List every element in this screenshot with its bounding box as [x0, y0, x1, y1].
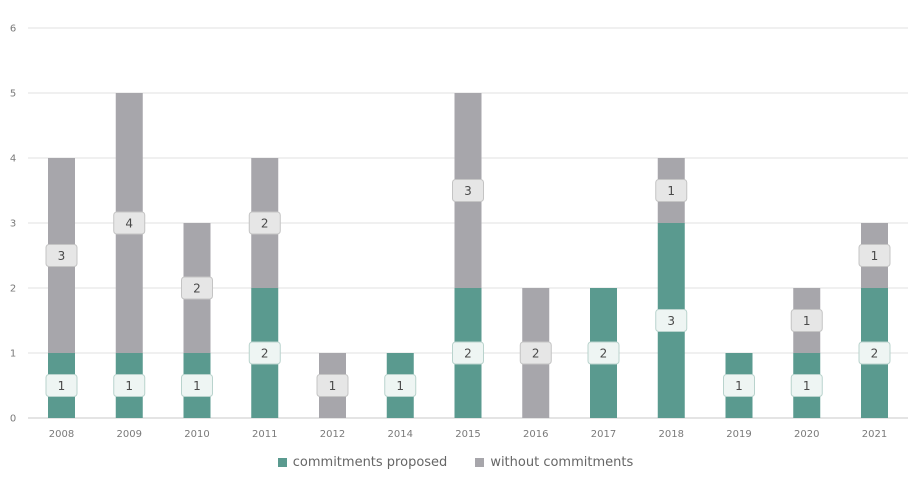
x-tick-label: 2010 [184, 429, 209, 440]
data-label-commitments-2009: 1 [125, 379, 133, 393]
data-label-box [384, 374, 417, 397]
y-tick-label: 4 [10, 154, 16, 165]
legend-swatch-without [475, 457, 485, 467]
data-label-commitments-2019: 1 [735, 379, 743, 393]
data-label-commitments-2017: 2 [600, 347, 608, 361]
data-label-without-2010: 2 [193, 282, 201, 296]
data-label-without-2016: 2 [532, 347, 540, 361]
data-label-box [452, 341, 484, 365]
data-label-commitments-2021: 2 [871, 347, 879, 361]
x-tick-label: 2008 [49, 429, 74, 440]
data-label-box [858, 341, 891, 365]
data-label-box [655, 179, 688, 202]
data-label-box [790, 374, 823, 397]
data-label-commitments-2015: 2 [464, 347, 472, 361]
x-tick-label: 2016 [523, 429, 548, 440]
y-tick-label: 2 [10, 284, 16, 295]
data-label-box [113, 374, 146, 397]
x-tick-label: 2014 [388, 429, 413, 440]
legend: commitments proposed without commitments [0, 452, 911, 472]
x-tick-label: 2020 [794, 429, 819, 440]
data-label-without-2012: 1 [329, 379, 337, 393]
data-label-box [587, 341, 620, 365]
y-tick-label: 6 [10, 24, 16, 35]
x-tick-label: 2021 [862, 429, 887, 440]
x-tick-label: 2017 [591, 429, 616, 440]
data-label-box [452, 179, 484, 202]
data-label-box [519, 341, 552, 365]
x-tick-label: 2019 [726, 429, 751, 440]
y-tick-label: 5 [10, 89, 16, 100]
legend-swatch-commitments [277, 457, 287, 467]
data-label-commitments-2008: 1 [58, 379, 66, 393]
data-label-commitments-2011: 2 [261, 347, 269, 361]
legend-item-without: without commitments [475, 455, 633, 470]
x-tick-label: 2018 [659, 429, 684, 440]
data-label-box [45, 244, 78, 267]
x-tick-label: 2015 [455, 429, 480, 440]
data-label-without-2015: 3 [464, 184, 472, 198]
data-label-box [655, 309, 688, 332]
legend-label-commitments: commitments proposed [292, 454, 448, 470]
x-tick-label: 2012 [320, 429, 345, 440]
data-label-commitments-2020: 1 [803, 379, 811, 393]
data-label-without-2011: 2 [261, 217, 269, 231]
x-tick-label: 2011 [252, 429, 277, 440]
data-label-box [723, 374, 755, 397]
data-label-commitments-2010: 1 [193, 379, 201, 393]
y-tick-label: 3 [10, 219, 16, 230]
data-label-without-2009: 4 [125, 217, 133, 231]
data-label-without-2008: 3 [58, 249, 66, 263]
y-tick-label: 1 [10, 349, 16, 360]
data-label-without-2021: 1 [871, 249, 879, 263]
data-label-box [248, 211, 281, 235]
data-label-box [181, 276, 213, 300]
data-label-box [113, 211, 146, 235]
y-tick-label: 0 [10, 414, 16, 425]
data-label-box [316, 374, 349, 397]
data-label-without-2020: 1 [803, 314, 811, 328]
data-label-box [790, 309, 823, 332]
legend-item-commitments: commitments proposed [277, 454, 448, 470]
legend-label-without: without commitments [490, 454, 634, 470]
data-label-commitments-2014: 1 [396, 379, 404, 393]
x-tick-label: 2009 [117, 429, 142, 440]
data-label-box [45, 374, 78, 397]
data-label-box [248, 341, 281, 365]
data-label-box [181, 374, 213, 397]
data-label-commitments-2018: 3 [667, 314, 675, 328]
data-label-box [858, 244, 891, 267]
data-label-without-2018: 1 [667, 184, 675, 198]
